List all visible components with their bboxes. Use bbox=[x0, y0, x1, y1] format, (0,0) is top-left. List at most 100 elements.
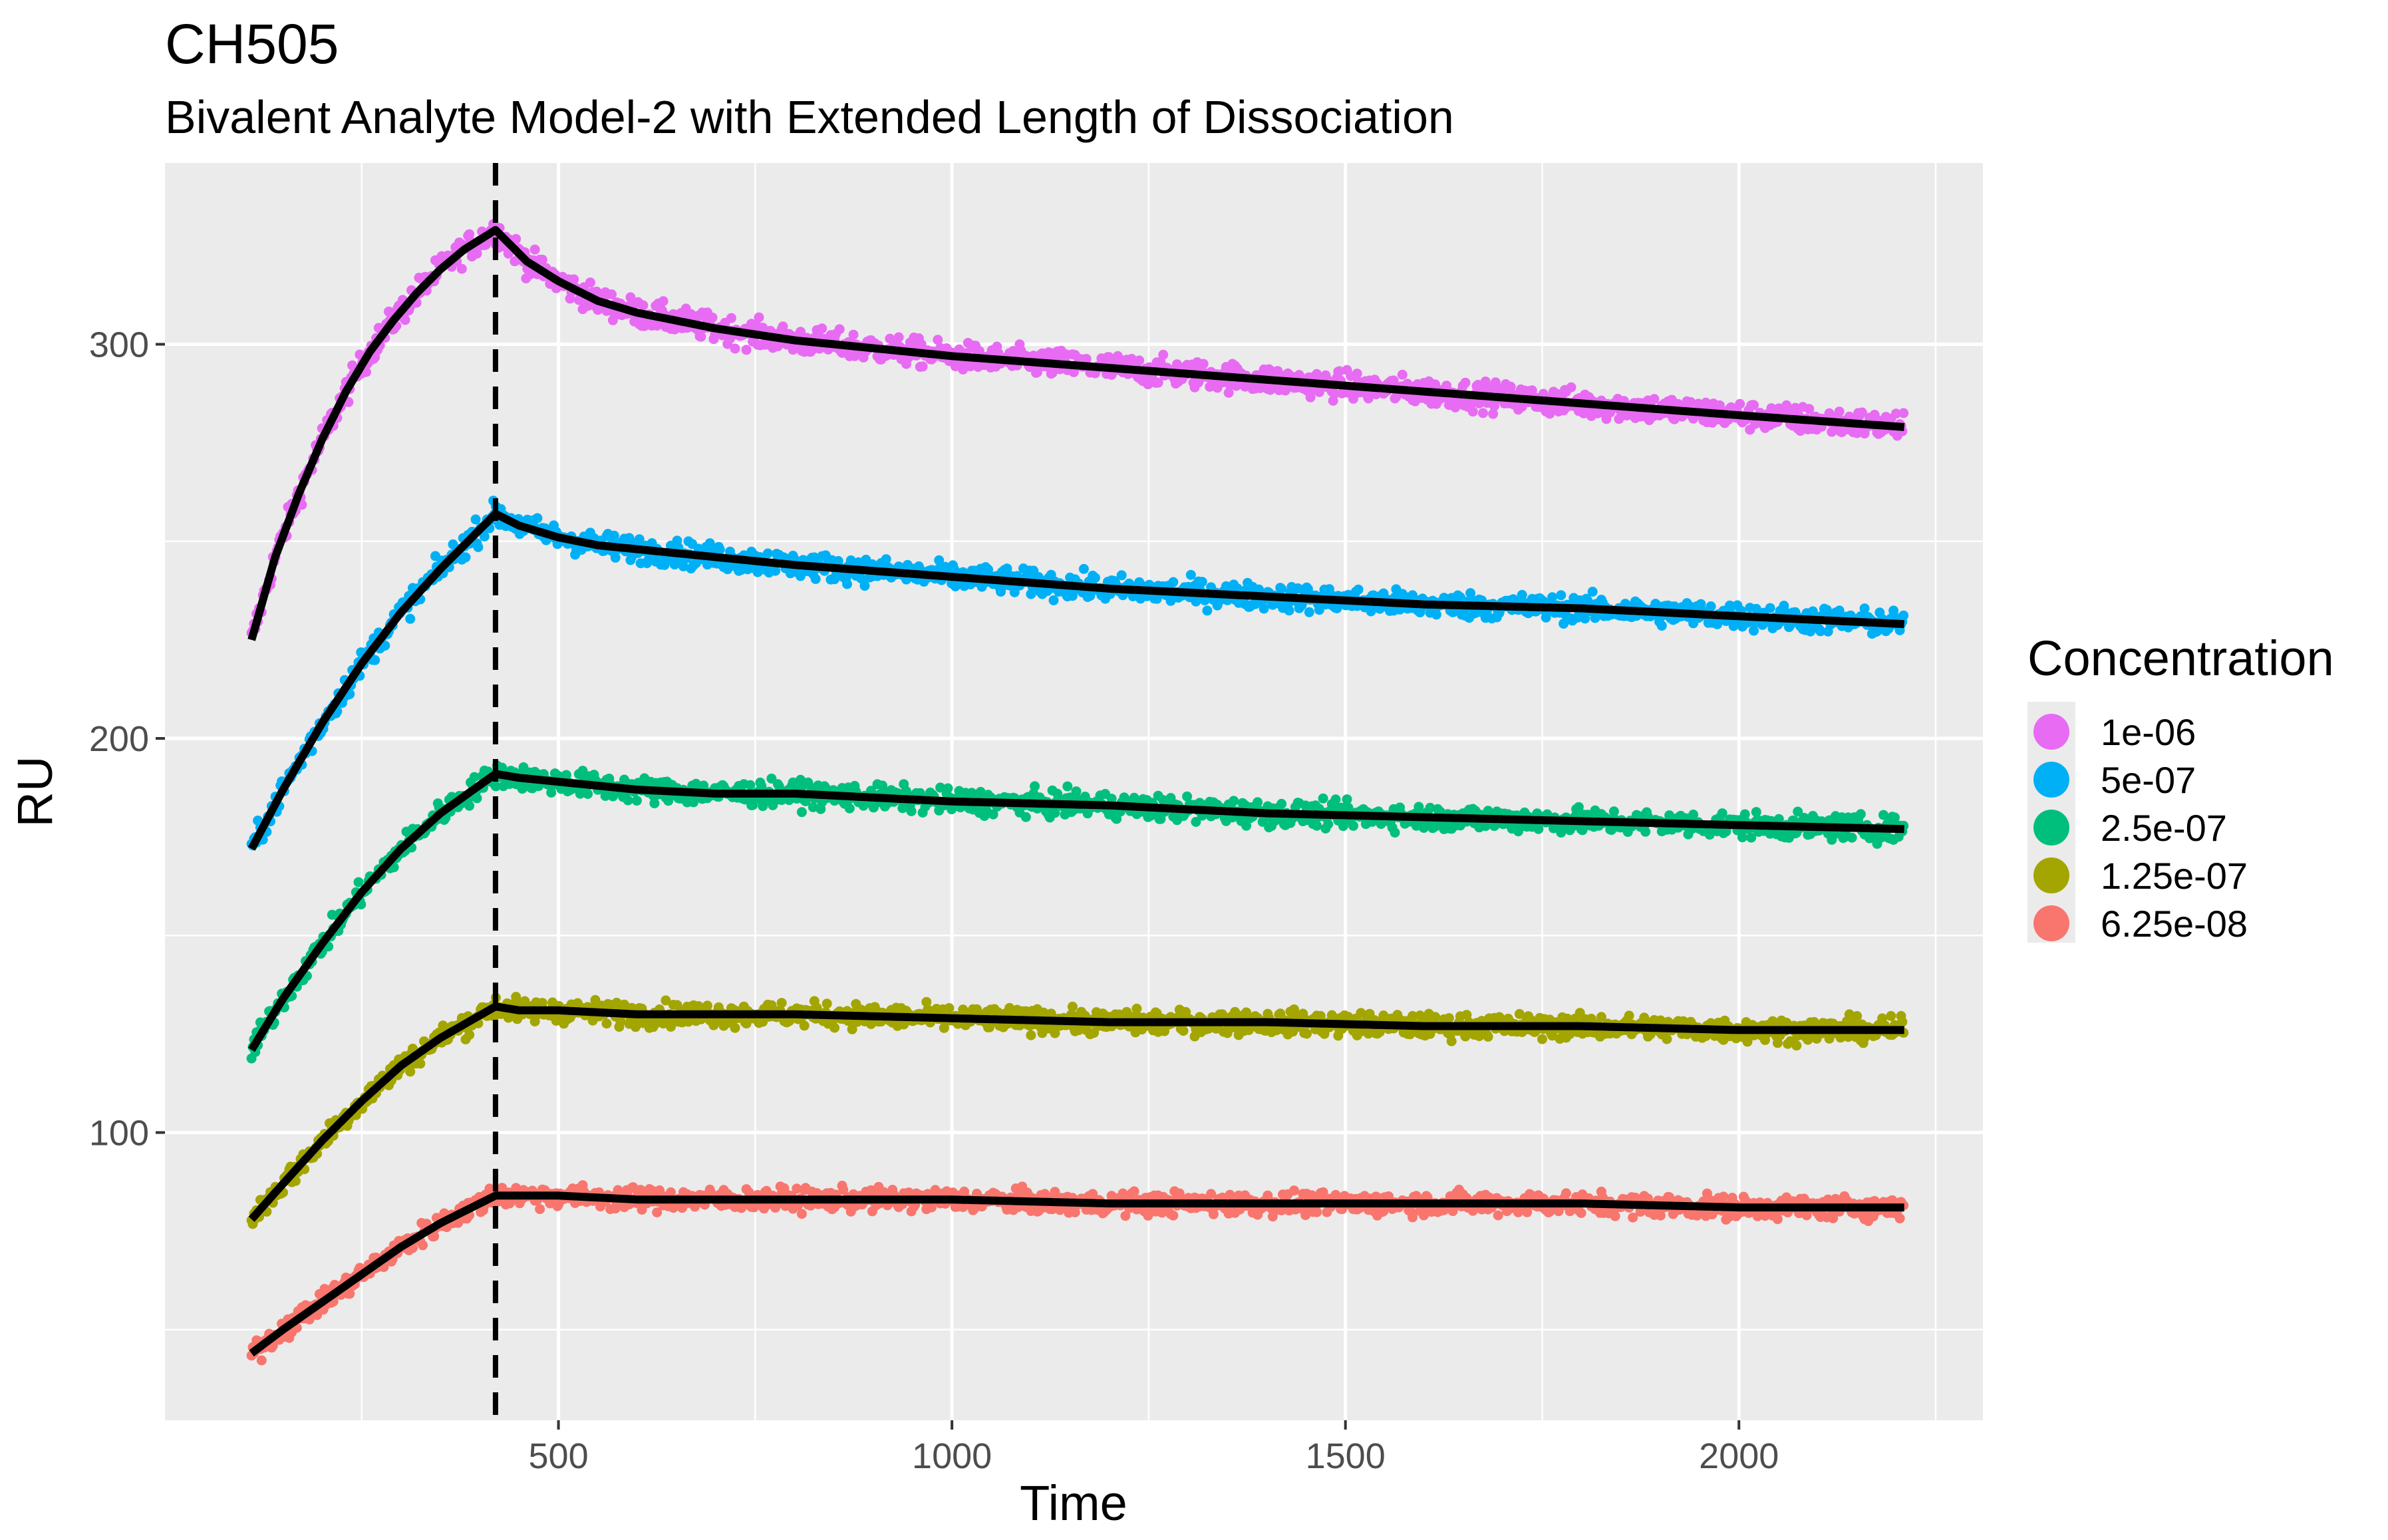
data-point bbox=[561, 770, 571, 780]
data-point bbox=[405, 1066, 416, 1077]
data-point bbox=[943, 783, 953, 794]
data-point bbox=[1790, 402, 1801, 413]
data-point bbox=[741, 345, 752, 355]
data-point bbox=[1800, 814, 1811, 824]
data-point bbox=[1342, 794, 1352, 805]
data-point bbox=[460, 552, 471, 563]
data-point bbox=[935, 782, 946, 793]
chart-title: CH505 bbox=[165, 13, 339, 75]
data-point bbox=[1304, 607, 1314, 617]
data-point bbox=[696, 331, 706, 342]
data-point bbox=[906, 806, 917, 816]
data-point bbox=[1050, 1028, 1060, 1038]
data-point bbox=[1020, 812, 1031, 822]
data-point bbox=[730, 343, 740, 354]
data-point bbox=[745, 780, 756, 790]
data-point bbox=[1408, 1010, 1418, 1021]
data-point bbox=[609, 530, 619, 541]
data-point bbox=[1577, 825, 1588, 836]
data-point bbox=[1158, 349, 1169, 360]
data-point bbox=[1185, 569, 1196, 580]
data-point bbox=[1178, 1026, 1189, 1036]
data-point bbox=[1314, 386, 1324, 397]
data-point bbox=[1847, 832, 1857, 843]
data-point bbox=[881, 554, 891, 565]
data-point bbox=[1478, 408, 1488, 418]
data-point bbox=[1781, 400, 1792, 410]
data-point bbox=[1116, 570, 1127, 581]
data-point bbox=[1397, 369, 1408, 380]
data-point bbox=[1430, 379, 1441, 390]
data-point bbox=[469, 772, 480, 782]
data-point bbox=[1026, 1030, 1036, 1040]
data-point bbox=[1312, 820, 1322, 831]
data-point bbox=[511, 233, 522, 244]
data-point bbox=[834, 324, 845, 335]
data-point bbox=[661, 995, 671, 1006]
data-point bbox=[1725, 600, 1735, 611]
data-point bbox=[1067, 1001, 1078, 1012]
data-point bbox=[847, 1024, 857, 1034]
data-point bbox=[859, 581, 870, 591]
data-point bbox=[472, 248, 482, 259]
data-point bbox=[1573, 802, 1584, 812]
data-point bbox=[1737, 832, 1747, 843]
data-point bbox=[1168, 577, 1179, 587]
data-point bbox=[1241, 820, 1252, 831]
data-point bbox=[893, 332, 904, 343]
data-point bbox=[1898, 408, 1909, 418]
data-point bbox=[698, 780, 709, 791]
data-point bbox=[1348, 820, 1358, 831]
data-point bbox=[756, 781, 767, 791]
data-point bbox=[933, 335, 943, 345]
data-point bbox=[844, 803, 855, 814]
data-point bbox=[1566, 382, 1576, 392]
data-point bbox=[1305, 392, 1316, 402]
data-point bbox=[1085, 591, 1096, 601]
data-point bbox=[939, 1022, 949, 1033]
data-point bbox=[803, 777, 814, 788]
data-point bbox=[1390, 828, 1400, 838]
data-point bbox=[1388, 375, 1399, 386]
data-point bbox=[1153, 377, 1163, 388]
data-point bbox=[1315, 1010, 1326, 1021]
data-point bbox=[848, 329, 859, 340]
data-point bbox=[921, 997, 932, 1007]
data-point bbox=[546, 788, 557, 798]
data-point bbox=[1276, 583, 1287, 594]
data-point bbox=[1089, 1028, 1100, 1038]
data-point bbox=[658, 296, 669, 307]
data-point bbox=[1090, 573, 1100, 583]
data-point bbox=[464, 1030, 475, 1040]
data-point bbox=[1857, 407, 1867, 418]
data-point bbox=[634, 534, 645, 545]
data-point bbox=[456, 263, 467, 274]
data-point bbox=[1229, 796, 1239, 806]
data-point bbox=[1323, 819, 1334, 830]
data-point bbox=[601, 1018, 612, 1029]
data-point bbox=[1414, 802, 1424, 812]
data-point bbox=[1276, 798, 1287, 809]
data-point bbox=[1151, 593, 1162, 604]
data-point bbox=[473, 542, 484, 552]
data-point bbox=[1580, 613, 1590, 624]
data-point bbox=[631, 796, 642, 806]
data-point bbox=[1527, 385, 1537, 396]
data-point bbox=[479, 532, 490, 541]
data-point bbox=[702, 1001, 712, 1011]
data-point bbox=[1284, 605, 1294, 616]
data-point bbox=[829, 1022, 840, 1033]
data-point bbox=[1815, 626, 1826, 637]
data-point bbox=[866, 1018, 876, 1029]
data-point bbox=[1547, 592, 1558, 603]
data-point bbox=[1898, 610, 1909, 621]
data-point bbox=[1556, 590, 1567, 601]
data-point bbox=[1608, 806, 1619, 817]
data-point bbox=[583, 789, 593, 799]
data-point bbox=[1649, 394, 1660, 404]
data-point bbox=[490, 781, 501, 792]
data-point bbox=[762, 548, 773, 559]
data-point bbox=[1330, 794, 1341, 805]
data-point bbox=[1425, 802, 1435, 813]
data-point bbox=[1430, 1012, 1441, 1022]
